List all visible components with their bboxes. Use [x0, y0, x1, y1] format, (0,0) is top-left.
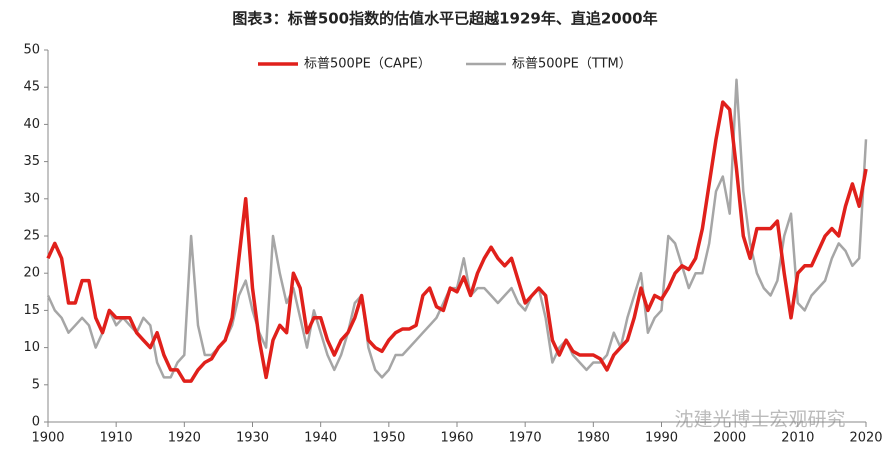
- y-tick-label: 35: [23, 154, 40, 169]
- y-tick-label: 25: [23, 229, 40, 244]
- watermark: 沈建光博士宏观研究: [674, 409, 845, 431]
- y-tick-label: 10: [23, 340, 40, 355]
- legend-label: 标普500PE（TTM）: [512, 57, 632, 72]
- y-tick-label: 30: [23, 191, 40, 206]
- y-tick-label: 0: [32, 415, 40, 430]
- y-tick-label: 20: [23, 266, 40, 281]
- x-tick-label: 1950: [372, 431, 405, 446]
- x-tick-label: 1940: [304, 431, 337, 446]
- y-tick-label: 15: [23, 303, 40, 318]
- x-tick-label: 1960: [440, 431, 473, 446]
- chart-title: 图表3：标普500指数的估值水平已超越1929年、直追2000年: [232, 10, 657, 28]
- x-tick-label: 2020: [849, 431, 882, 446]
- x-tick-label: 2010: [781, 431, 814, 446]
- x-tick-label: 1900: [31, 431, 64, 446]
- x-tick-label: 1930: [236, 431, 269, 446]
- y-tick-label: 40: [23, 117, 40, 132]
- x-tick-label: 1990: [645, 431, 678, 446]
- legend-label: 标普500PE（CAPE）: [304, 57, 431, 72]
- series-line: [46, 100, 868, 383]
- y-tick-label: 5: [32, 377, 40, 392]
- x-tick-label: 1920: [168, 431, 201, 446]
- x-tick-label: 1970: [509, 431, 542, 446]
- y-tick-label: 45: [23, 80, 40, 95]
- x-tick-label: 2000: [713, 431, 746, 446]
- x-tick-label: 1980: [577, 431, 610, 446]
- y-tick-label: 50: [23, 43, 40, 58]
- x-tick-label: 1910: [100, 431, 133, 446]
